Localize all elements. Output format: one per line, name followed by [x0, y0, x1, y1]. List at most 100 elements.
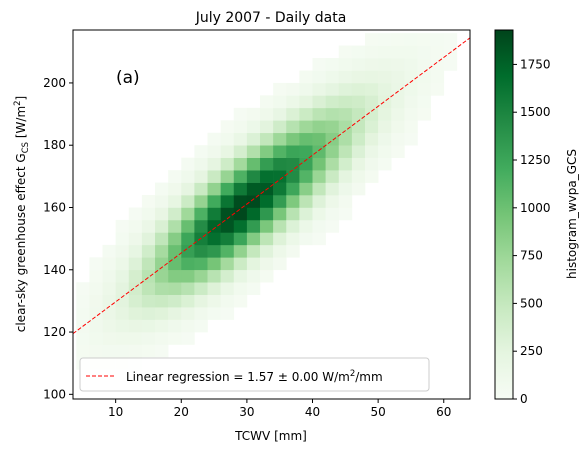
heatmap-cell — [260, 207, 274, 221]
heatmap-cell — [220, 219, 235, 233]
heatmap-cell — [378, 132, 392, 146]
heatmap-cell — [115, 307, 130, 320]
heatmap-cell — [365, 120, 379, 134]
heatmap-cell — [233, 132, 248, 146]
heatmap-cell — [417, 58, 431, 71]
heatmap-cell — [181, 195, 195, 208]
heatmap-cell — [351, 95, 366, 109]
heatmap-cell — [365, 145, 379, 158]
heatmap-cell — [168, 269, 182, 283]
colorbar-tick-label: 1750 — [520, 57, 551, 71]
heatmap-cell — [325, 132, 340, 146]
heatmap-cell — [168, 170, 182, 183]
heatmap-cell — [168, 195, 182, 208]
heatmap-cell — [404, 107, 418, 121]
heatmap-cell — [207, 219, 221, 233]
heatmap-cell — [404, 58, 418, 71]
heatmap-cell — [273, 157, 287, 171]
heatmap-cell — [220, 282, 235, 295]
heatmap-cell — [351, 145, 366, 158]
heatmap-cell — [115, 319, 130, 333]
heatmap-cell — [404, 70, 418, 84]
heatmap-cell — [286, 244, 300, 258]
heatmap-cell — [338, 207, 353, 221]
heatmap-cell — [155, 232, 169, 246]
heatmap-cell — [325, 145, 340, 158]
heatmap-cell — [141, 307, 156, 320]
heatmap-cell — [89, 294, 103, 308]
heatmap-cell — [430, 58, 445, 71]
heatmap-cell — [181, 170, 195, 183]
heatmap-cell — [417, 107, 431, 121]
heatmap-cell — [312, 145, 326, 158]
heatmap-cell — [312, 95, 326, 109]
heatmap-cell — [181, 307, 195, 320]
heatmap-cell — [365, 82, 379, 96]
heatmap-cell — [338, 145, 353, 158]
y-axis-label-main: clear-sky greenhouse effect G — [14, 153, 28, 332]
heatmap-cell — [168, 307, 182, 320]
heatmap-cell — [194, 319, 208, 333]
heatmap-cell — [220, 120, 235, 134]
heatmap-cell — [273, 195, 287, 208]
heatmap-cell — [443, 58, 458, 71]
heatmap-cell — [246, 157, 261, 171]
heatmap-cell — [325, 182, 340, 196]
legend-label-text: Linear regression = 1.57 ± 0.00 W/m — [126, 370, 350, 384]
heatmap-cell — [141, 219, 156, 233]
heatmap-cell — [89, 269, 103, 283]
heatmap-cell — [312, 82, 326, 96]
heatmap-cell — [273, 207, 287, 221]
heatmap-cell — [299, 95, 313, 109]
heatmap-cell — [181, 244, 195, 258]
heatmap-cell — [141, 244, 156, 258]
heatmap-cell — [260, 244, 274, 258]
heatmap-cell — [102, 332, 116, 345]
heatmap-cell — [115, 219, 130, 233]
heatmap-cell — [378, 45, 392, 59]
heatmap-cell — [141, 344, 156, 358]
heatmap-cell — [351, 82, 366, 96]
heatmap-cell — [417, 33, 431, 46]
colorbar-tick-label: 1500 — [520, 105, 551, 119]
heatmap-cell — [115, 332, 130, 345]
legend-label: Linear regression = 1.57 ± 0.00 W/m2/mm — [126, 369, 383, 384]
heatmap-cell — [365, 107, 379, 121]
heatmap-cell — [365, 45, 379, 59]
heatmap-cell — [260, 269, 274, 283]
heatmap-cell — [194, 195, 208, 208]
x-tick-label: 30 — [239, 405, 254, 419]
heatmap-cell — [286, 120, 300, 134]
heatmap-cell — [286, 232, 300, 246]
heatmap-cell — [207, 232, 221, 246]
heatmap-cell — [312, 207, 326, 221]
heatmap-cell — [312, 120, 326, 134]
heatmap-cell — [246, 170, 261, 183]
heatmap-cell — [207, 244, 221, 258]
y-axis-label-subscript: CS — [21, 142, 31, 153]
heatmap-cell — [89, 344, 103, 358]
heatmap-cell — [286, 182, 300, 196]
x-tick-label: 10 — [108, 405, 123, 419]
heatmap-cell — [286, 132, 300, 146]
heatmap-cell — [115, 244, 130, 258]
heatmap-cell — [155, 294, 169, 308]
heatmap-cell — [260, 170, 274, 183]
heatmap-cell — [102, 269, 116, 283]
heatmap-cell — [378, 120, 392, 134]
heatmap-cell — [430, 33, 445, 46]
heatmap-cell — [89, 319, 103, 333]
heatmap-cell — [207, 157, 221, 171]
heatmap-cell — [260, 145, 274, 158]
heatmap-cell — [194, 257, 208, 271]
heatmap-cell — [155, 182, 169, 196]
heatmap-cell — [338, 170, 353, 183]
heatmap-cell — [286, 207, 300, 221]
heatmap-cell — [299, 182, 313, 196]
heatmap-cell — [102, 257, 116, 271]
heatmap-cell — [141, 319, 156, 333]
heatmap-cell — [128, 257, 143, 271]
heatmap-cell — [338, 58, 353, 71]
heatmap-cell — [89, 332, 103, 345]
heatmap-cell — [260, 232, 274, 246]
